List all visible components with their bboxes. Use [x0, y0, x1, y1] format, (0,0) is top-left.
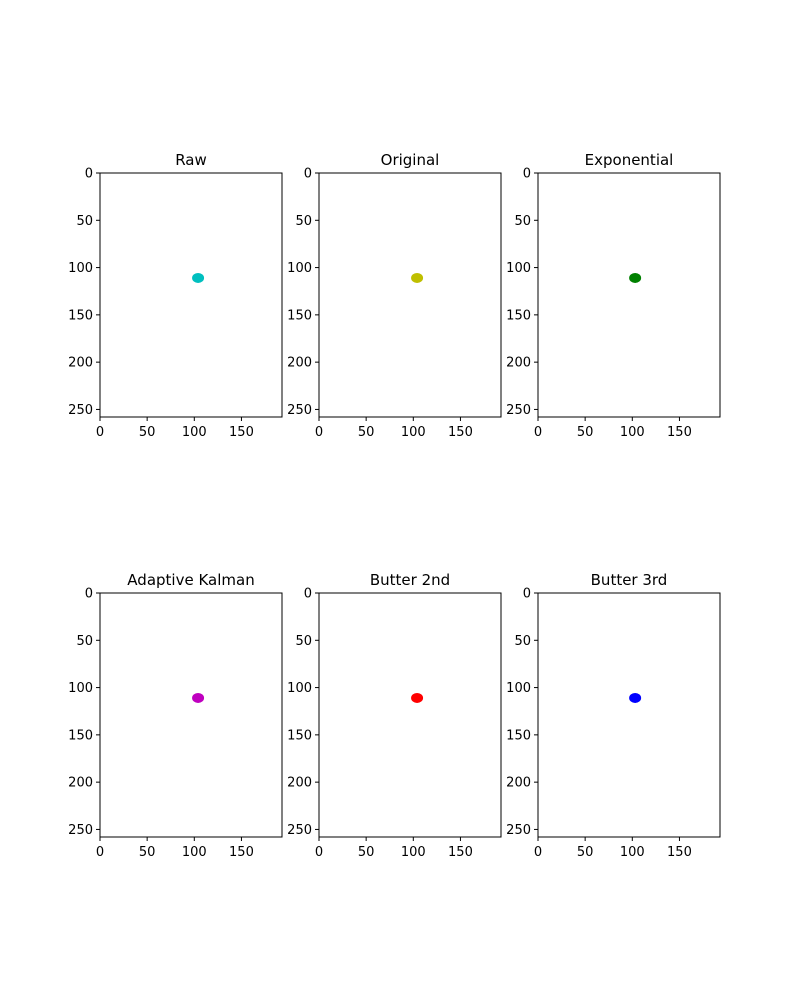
y-tick-label: 100: [506, 681, 531, 696]
subplot-title: Original: [381, 151, 440, 169]
y-tick-label: 0: [85, 587, 93, 602]
subplot-3: Exponential 0 50 100 150 0 50 100 150 200 250: [506, 151, 721, 440]
y-tick-label: 100: [68, 681, 93, 696]
data-point: [192, 692, 205, 703]
subplot-title: Butter 2nd: [370, 571, 450, 589]
axes-frame: [537, 172, 721, 418]
y-tick-label: 250: [506, 823, 531, 838]
subplot-1: Raw 0 50 100 150 0 50 100 150 200 250: [68, 151, 283, 440]
x-tick-label: 150: [667, 845, 692, 860]
x-tick-label: 100: [401, 845, 426, 860]
y-tick-label: 200: [506, 776, 531, 791]
subplot-title: Exponential: [585, 151, 674, 169]
subplot-2: Original 0 50 100 150 0 50 100 150 200 250: [287, 151, 502, 440]
axes-frame: [99, 592, 283, 838]
x-tick-label: 0: [315, 845, 323, 860]
y-tick-label: 100: [287, 681, 312, 696]
x-tick-label: 50: [358, 845, 375, 860]
y-tick-label: 150: [68, 308, 93, 323]
axes-frame: [318, 172, 502, 418]
axes-frame: [537, 592, 721, 838]
y-tick-label: 250: [287, 823, 312, 838]
y-tick-label: 50: [295, 214, 312, 229]
data-point: [411, 272, 424, 283]
y-tick-label: 0: [523, 587, 531, 602]
y-tick-label: 250: [68, 403, 93, 418]
x-tick-label: 0: [315, 425, 323, 440]
y-tick-label: 50: [514, 214, 531, 229]
y-tick-label: 150: [287, 728, 312, 743]
y-tick-label: 200: [287, 776, 312, 791]
x-tick-label: 150: [448, 425, 473, 440]
x-tick-label: 150: [229, 425, 254, 440]
subplot-title: Adaptive Kalman: [127, 571, 254, 589]
y-tick-label: 0: [523, 167, 531, 182]
x-tick-label: 150: [229, 845, 254, 860]
y-tick-label: 150: [287, 308, 312, 323]
y-tick-label: 0: [304, 167, 312, 182]
y-tick-label: 150: [68, 728, 93, 743]
data-point: [629, 272, 642, 283]
axes-frame: [99, 172, 283, 418]
x-tick-label: 100: [620, 425, 645, 440]
y-tick-label: 50: [76, 214, 93, 229]
y-tick-label: 250: [68, 823, 93, 838]
y-tick-label: 0: [85, 167, 93, 182]
x-tick-label: 50: [577, 425, 594, 440]
x-tick-label: 50: [139, 425, 156, 440]
y-tick-label: 150: [506, 308, 531, 323]
x-tick-label: 0: [96, 425, 104, 440]
x-tick-label: 50: [358, 425, 375, 440]
data-point: [192, 272, 205, 283]
y-tick-label: 100: [506, 261, 531, 276]
axes-frame: [318, 592, 502, 838]
y-tick-label: 250: [287, 403, 312, 418]
x-tick-label: 0: [534, 425, 542, 440]
x-tick-label: 100: [182, 845, 207, 860]
y-tick-label: 200: [68, 776, 93, 791]
x-tick-label: 50: [139, 845, 156, 860]
y-tick-label: 150: [506, 728, 531, 743]
x-tick-label: 100: [182, 425, 207, 440]
y-tick-label: 0: [304, 587, 312, 602]
y-tick-label: 250: [506, 403, 531, 418]
data-point: [411, 692, 424, 703]
x-tick-label: 0: [534, 845, 542, 860]
x-tick-label: 100: [620, 845, 645, 860]
x-tick-label: 0: [96, 845, 104, 860]
y-tick-label: 100: [287, 261, 312, 276]
subplot-title: Butter 3rd: [591, 571, 668, 589]
x-tick-label: 150: [448, 845, 473, 860]
x-tick-label: 50: [577, 845, 594, 860]
subplot-title: Raw: [175, 151, 207, 169]
subplot-6: Butter 3rd 0 50 100 150 0 50 100 150 200 250: [506, 571, 721, 860]
y-tick-label: 200: [287, 356, 312, 371]
x-tick-label: 150: [667, 425, 692, 440]
y-tick-label: 50: [514, 634, 531, 649]
y-tick-label: 100: [68, 261, 93, 276]
y-tick-label: 50: [76, 634, 93, 649]
y-tick-label: 200: [68, 356, 93, 371]
y-tick-label: 200: [506, 356, 531, 371]
subplot-4: Adaptive Kalman 0 50 100 150 0 50 100 150 200 250: [68, 571, 283, 860]
y-tick-label: 50: [295, 634, 312, 649]
subplot-5: Butter 2nd 0 50 100 150 0 50 100 150 200 250: [287, 571, 502, 860]
data-point: [629, 692, 642, 703]
x-tick-label: 100: [401, 425, 426, 440]
